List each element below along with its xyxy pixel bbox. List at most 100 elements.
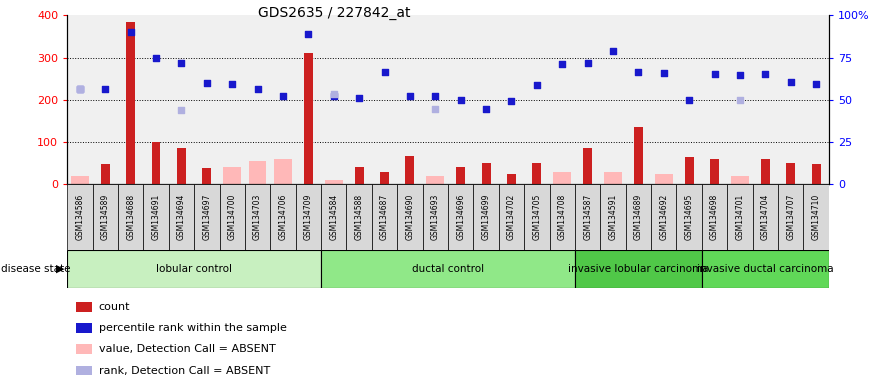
Point (99, 86, 113, 92)
Text: GSM134687: GSM134687 (380, 194, 389, 240)
Text: GSM134692: GSM134692 (659, 194, 668, 240)
Text: GSM134695: GSM134695 (685, 194, 694, 240)
Point (327, 93, 341, 99)
Bar (397, 184, 423, 250)
Text: GSM134694: GSM134694 (177, 194, 186, 240)
Point (657, 70, 671, 76)
Bar (321, 250, 575, 288)
Bar (473, 184, 499, 250)
Text: GSM134701: GSM134701 (736, 194, 745, 240)
Bar (372, 184, 397, 250)
Text: GSM134702: GSM134702 (507, 194, 516, 240)
Bar (702, 184, 728, 250)
Bar (92, 184, 118, 250)
Text: invasive ductal carcinoma: invasive ductal carcinoma (697, 264, 833, 274)
Bar (194, 184, 220, 250)
Text: GSM134689: GSM134689 (633, 194, 643, 240)
Bar (600, 184, 625, 250)
Text: GSM134703: GSM134703 (253, 194, 263, 240)
Bar (676, 184, 702, 250)
Point (428, 93, 443, 99)
Bar (271, 184, 296, 250)
Text: GSM134700: GSM134700 (228, 194, 237, 240)
Point (453, 97, 468, 103)
Point (124, 29, 138, 35)
Bar (347, 184, 372, 250)
Bar (426, 176, 444, 184)
Bar (651, 184, 676, 250)
Point (174, 107, 189, 114)
Bar (245, 184, 271, 250)
Text: GSM134588: GSM134588 (355, 194, 364, 240)
Bar (456, 167, 465, 184)
Point (631, 70, 645, 76)
Bar (604, 172, 622, 184)
Bar (753, 184, 778, 250)
Text: GSM134587: GSM134587 (583, 194, 592, 240)
Bar (325, 180, 342, 184)
Point (73, 86, 87, 92)
Point (809, 81, 823, 87)
Point (352, 95, 366, 101)
Bar (296, 184, 321, 250)
Point (403, 93, 418, 99)
Text: ▶: ▶ (56, 264, 65, 274)
Point (251, 86, 265, 92)
Point (478, 106, 493, 112)
Point (504, 98, 519, 104)
Text: GSM134699: GSM134699 (481, 194, 491, 240)
Bar (67, 250, 321, 288)
Bar (524, 184, 549, 250)
Text: GSM134698: GSM134698 (710, 194, 719, 240)
Text: GSM134705: GSM134705 (532, 194, 541, 240)
Text: GSM134697: GSM134697 (202, 194, 211, 240)
Bar (482, 163, 490, 184)
Text: GSM134708: GSM134708 (557, 194, 567, 240)
Bar (274, 159, 292, 184)
Bar (101, 164, 109, 184)
Bar (583, 149, 592, 184)
Point (708, 71, 722, 78)
Bar (67, 184, 92, 250)
Bar (787, 163, 795, 184)
Bar (71, 176, 89, 184)
Bar (499, 184, 524, 250)
Bar (304, 53, 313, 184)
Text: lobular control: lobular control (156, 264, 232, 274)
Bar (249, 161, 266, 184)
Text: GSM134591: GSM134591 (608, 194, 617, 240)
Bar (168, 184, 194, 250)
Text: disease state: disease state (1, 264, 71, 274)
Point (606, 48, 620, 54)
Bar (625, 184, 651, 250)
Bar (423, 184, 448, 250)
Point (556, 61, 570, 67)
Text: GSM134589: GSM134589 (100, 194, 110, 240)
Text: GSM134709: GSM134709 (304, 194, 313, 240)
Text: percentile rank within the sample: percentile rank within the sample (99, 323, 287, 333)
Text: GSM134584: GSM134584 (329, 194, 339, 240)
Text: GSM134704: GSM134704 (761, 194, 770, 240)
Text: count: count (99, 302, 130, 312)
Bar (761, 159, 770, 184)
Bar (575, 184, 600, 250)
Bar (202, 168, 211, 184)
Bar (554, 172, 571, 184)
Bar (406, 156, 414, 184)
Text: GSM134710: GSM134710 (812, 194, 821, 240)
Text: ductal control: ductal control (412, 264, 484, 274)
Text: GSM134690: GSM134690 (405, 194, 415, 240)
Point (149, 55, 163, 61)
Point (530, 82, 544, 88)
Bar (804, 184, 829, 250)
Point (225, 81, 239, 87)
Text: GSM134586: GSM134586 (75, 194, 84, 240)
Bar (655, 174, 673, 184)
Bar (711, 159, 719, 184)
Point (174, 60, 189, 66)
Bar (355, 167, 364, 184)
Text: GSM134693: GSM134693 (431, 194, 440, 240)
Bar (778, 184, 804, 250)
Point (783, 79, 798, 85)
Text: value, Detection Call = ABSENT: value, Detection Call = ABSENT (99, 344, 275, 354)
